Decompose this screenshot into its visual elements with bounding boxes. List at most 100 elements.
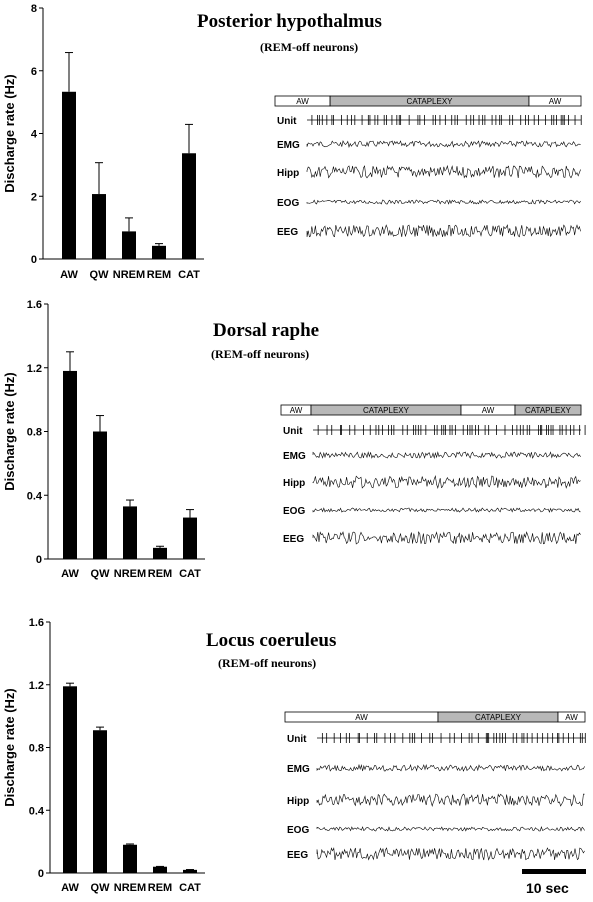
state-label: CATAPLEXY [475,713,522,722]
bar [92,194,106,259]
y-tick-label: 0 [31,254,37,266]
channel-label: EMG [287,764,310,775]
signal-trace [306,224,581,238]
y-tick-label: 1.6 [29,617,44,629]
channel-label: Hipp [283,478,305,489]
signal-trace [316,763,585,772]
state-label: CATAPLEXY [407,97,454,106]
x-tick-label: QW [91,882,111,894]
state-segment [514,404,582,416]
channel-label: Hipp [287,796,309,807]
chart-subtitle: (REM-off neurons) [218,656,317,670]
state-segment [528,95,582,107]
channel-label: Unit [277,116,297,127]
bar [183,517,197,559]
x-tick-label: CAT [179,882,201,894]
x-tick-label: CAT [178,269,200,281]
bar [123,506,137,559]
signal-trace [306,140,581,148]
y-tick-label: 2 [31,191,37,203]
bar [63,370,77,559]
y-axis-label: Discharge rate (Hz) [2,688,17,806]
x-tick-label: AW [61,882,79,894]
bar [182,153,196,259]
channel-label: Unit [283,426,303,437]
bar [123,844,137,873]
y-tick-label: 0.4 [29,805,45,817]
signal-trace [312,451,581,459]
channel-label: EEG [283,534,304,545]
y-axis-label: Discharge rate (Hz) [2,74,17,192]
time-scale-label: 10 sec [526,880,569,896]
x-tick-label: NREM [114,568,146,580]
bar [93,730,107,873]
channel-label: EOG [287,825,309,836]
signal-trace [306,199,581,205]
bar [152,245,166,259]
bar [153,866,167,873]
signal-trace [316,847,585,861]
signal-trace [316,826,585,832]
state-label: AW [296,97,309,106]
chart-subtitle: (REM-off neurons) [211,347,310,361]
bar-chart-dorsal-raphe: 0 0.4 0.8 1.2 1.6 Discharge rate (Hz) AW QW NREM… [2,299,586,580]
panel-dorsal-raphe: 0 0.4 0.8 1.2 1.6 Discharge rate (Hz) AW QW NREM… [0,296,593,596]
channel-label: Hipp [277,168,299,179]
x-tick-label: NREM [114,882,146,894]
channel-label: EEG [277,227,298,238]
y-tick-label: 0.8 [27,427,42,439]
y-tick-label: 0 [36,554,42,566]
bar [93,431,107,559]
bar [122,231,136,259]
x-tick-label: QW [90,269,110,281]
chart-title: Dorsal raphe [213,320,320,341]
state-segment [557,711,586,723]
x-tick-label: REM [148,568,172,580]
x-tick-label: AW [61,568,79,580]
panel-locus-coeruleus: 0 0.4 0.8 1.2 1.6 Discharge rate (Hz) AW QW NREM… [0,608,593,902]
state-label: CATAPLEXY [525,406,572,415]
channel-label: EMG [277,140,300,151]
bar [153,547,167,559]
x-tick-label: REM [148,882,172,894]
y-tick-label: 6 [31,66,37,78]
state-label: AW [549,97,562,106]
state-label: AW [355,713,368,722]
x-tick-label: REM [147,269,171,281]
channel-label: Unit [287,734,307,745]
y-tick-label: 8 [31,3,37,15]
chart-title: Locus coeruleus [206,630,337,651]
y-tick-label: 0 [38,868,44,880]
channel-label: EOG [277,198,299,209]
x-tick-label: CAT [179,568,201,580]
bar-chart-posterior-hypothalamus: 0 2 4 6 8 Discharge rate (Hz) AW QW NREM REM CAT AW… [2,3,582,281]
panel-posterior-hypothalamus: 0 2 4 6 8 Discharge rate (Hz) AW QW NREM REM CAT AW… [0,0,593,290]
signal-trace [316,793,585,807]
y-tick-label: 0.4 [27,490,43,502]
y-tick-label: 1.2 [27,363,42,375]
x-tick-label: NREM [113,269,145,281]
bar-chart-locus-coeruleus: 0 0.4 0.8 1.2 1.6 Discharge rate (Hz) AW QW NREM… [2,617,586,894]
channel-label: EMG [283,451,306,462]
x-tick-label: QW [91,568,111,580]
bar [62,91,76,260]
y-tick-label: 4 [31,129,38,141]
signal-trace [312,531,581,545]
x-tick-label: AW [60,269,78,281]
state-label: AW [290,406,303,415]
channel-label: EOG [283,506,305,517]
bar [183,869,197,873]
state-label: CATAPLEXY [363,406,410,415]
y-axis-label: Discharge rate (Hz) [2,372,17,490]
signal-trace [306,164,581,179]
signal-trace [312,474,581,489]
time-scale-bar [522,869,586,874]
y-tick-label: 0.8 [29,743,44,755]
y-tick-label: 1.6 [27,299,42,311]
channel-label: EEG [287,850,308,861]
chart-subtitle: (REM-off neurons) [260,40,359,54]
y-tick-label: 1.2 [29,680,44,692]
signal-trace [312,507,581,513]
bar [63,686,77,873]
chart-title: Posterior hypothalmus [197,11,382,32]
